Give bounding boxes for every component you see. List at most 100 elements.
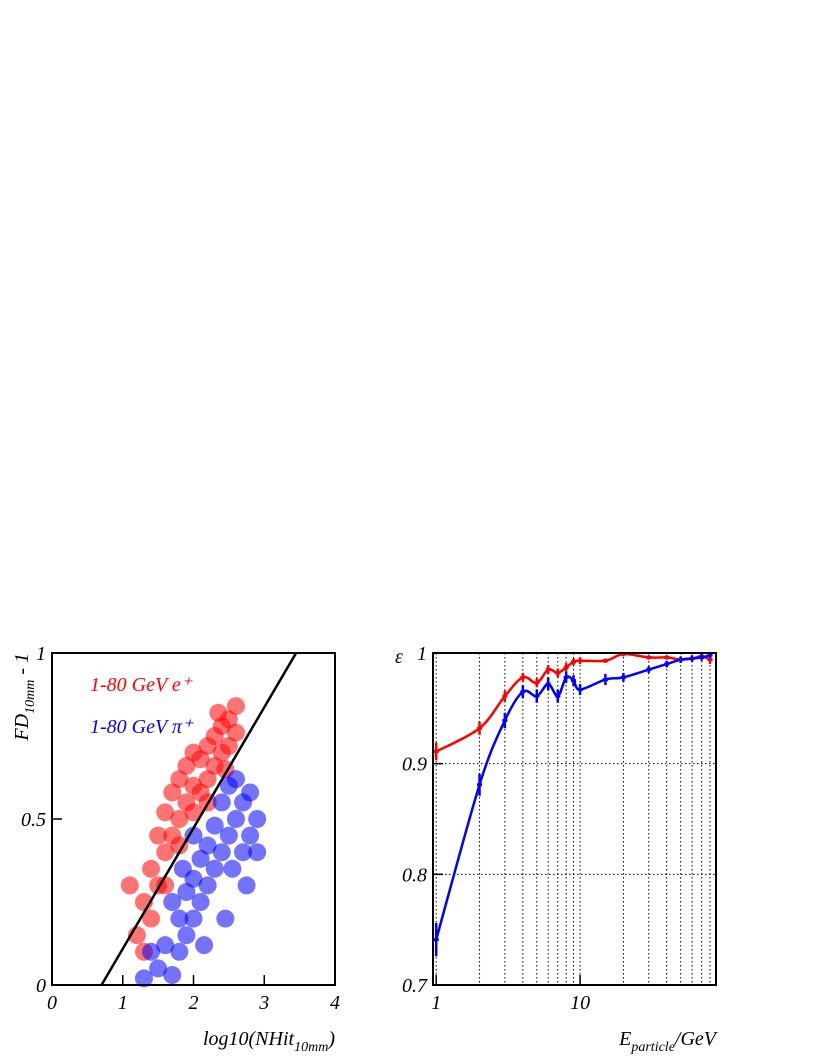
- x-tick-label: 4: [330, 992, 340, 1014]
- scatter-point: [226, 770, 245, 789]
- scatter-point: [191, 849, 210, 868]
- x-tick-label: 1: [431, 992, 441, 1014]
- scatter-point: [170, 810, 189, 828]
- scatter-point: [184, 803, 203, 822]
- y-tick-label: 1: [36, 643, 46, 665]
- marker: [646, 655, 652, 659]
- x-label-part: particle: [630, 1040, 675, 1055]
- marker: [699, 655, 705, 659]
- scatter-point: [212, 843, 231, 862]
- marker: [433, 749, 439, 753]
- scatter-point: [149, 959, 168, 978]
- marker: [520, 675, 526, 679]
- marker: [563, 675, 569, 679]
- scatter-point: [170, 942, 189, 961]
- scatter-point: [156, 936, 175, 955]
- scatter-point: [216, 909, 235, 928]
- scatter-point: [173, 859, 192, 878]
- x-tick-label: 2: [189, 992, 199, 1014]
- y-tick-label: 0.5: [21, 809, 46, 831]
- scatter-point: [205, 859, 224, 878]
- legend-entry: 1-80 GeV π⁺: [90, 716, 194, 738]
- marker: [571, 679, 577, 683]
- x-label-part: ): [327, 1028, 335, 1050]
- scatter-point: [163, 893, 182, 911]
- scatter-point: [142, 942, 161, 961]
- scatter-point: [195, 936, 214, 955]
- scatter-point: [184, 826, 203, 845]
- marker: [502, 719, 508, 723]
- scatter-point: [226, 697, 245, 716]
- y-axis-label: ε: [395, 646, 403, 668]
- scatter-point: [219, 736, 238, 755]
- marker: [646, 668, 652, 672]
- scatter-point: [241, 783, 260, 802]
- marker: [502, 694, 508, 698]
- legend-entry: 1-80 GeV e⁺: [90, 674, 193, 696]
- scatter-point: [209, 703, 228, 722]
- scatter-point: [234, 843, 253, 862]
- scatter-point: [156, 876, 175, 895]
- marker: [620, 652, 626, 656]
- scatter-point: [226, 810, 245, 828]
- y-label-part: FD: [11, 713, 33, 741]
- x-label-part: E: [618, 1028, 631, 1050]
- scatter-point: [170, 836, 189, 855]
- scatter-point: [156, 843, 175, 862]
- scatter-point: [248, 810, 267, 828]
- x-axis-label: log10(NHit10mm): [203, 1028, 335, 1055]
- scatter-point: [149, 826, 168, 845]
- marker: [555, 694, 561, 698]
- marker: [545, 682, 551, 686]
- marker: [477, 783, 483, 787]
- scatter-point: [142, 909, 161, 928]
- marker: [555, 671, 561, 675]
- scatter-point: [198, 876, 217, 895]
- scatter-point: [241, 826, 260, 845]
- marker: [602, 659, 608, 663]
- scatter-point: [170, 909, 189, 928]
- marker: [534, 681, 540, 685]
- scatter-point: [219, 826, 238, 845]
- marker: [433, 938, 439, 942]
- scatter-point: [170, 770, 189, 789]
- scatter-point: [177, 926, 196, 945]
- scatter-point: [120, 876, 139, 895]
- marker: [577, 688, 583, 692]
- y-label-part: - 1: [11, 653, 33, 680]
- scatter-point: [198, 836, 217, 855]
- scatter-point: [134, 969, 153, 988]
- plot-frame: [432, 652, 717, 986]
- y-tick-label: 1: [417, 643, 427, 665]
- scatter-point: [191, 893, 210, 911]
- marker: [664, 655, 670, 659]
- marker: [664, 662, 670, 666]
- scatter-point: [226, 723, 245, 742]
- x-tick-label: 10: [570, 992, 590, 1014]
- marker: [707, 658, 713, 662]
- marker: [520, 690, 526, 694]
- scatter-point: [223, 859, 242, 878]
- x-label-part: 10mm: [294, 1040, 328, 1055]
- y-tick-label: 0.8: [402, 864, 427, 886]
- scatter-point: [156, 803, 175, 822]
- marker: [545, 668, 551, 672]
- y-tick-label: 0.9: [402, 754, 427, 776]
- x-tick-label: 3: [258, 992, 269, 1014]
- scatter-point: [212, 793, 231, 812]
- x-label-part: /GeV: [674, 1028, 719, 1050]
- x-axis-label: Eparticle/GeV: [618, 1028, 719, 1055]
- y-axis-label: FD10mm - 1: [11, 653, 38, 742]
- y-tick-label: 0: [36, 975, 46, 997]
- scatter-point: [248, 843, 267, 862]
- marker: [620, 675, 626, 679]
- marker: [571, 660, 577, 664]
- scatter-point: [142, 859, 161, 878]
- marker: [563, 665, 569, 669]
- fit-line: [100, 652, 298, 986]
- x-tick-label: 1: [118, 992, 128, 1014]
- marker: [707, 653, 713, 657]
